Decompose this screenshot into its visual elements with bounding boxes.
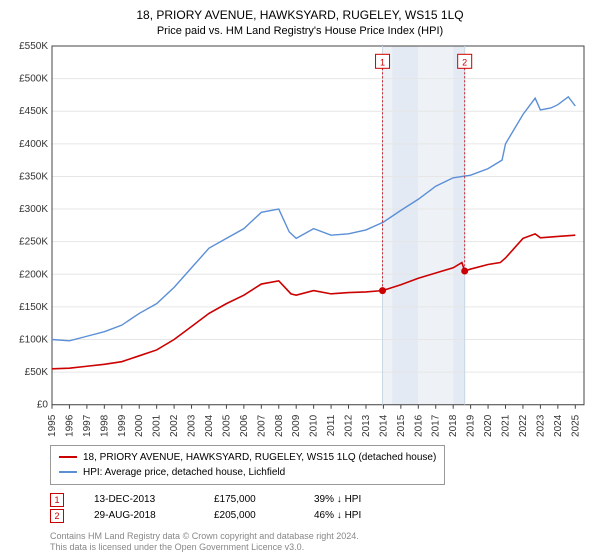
txn-price: £205,000 [214,510,284,521]
svg-text:£250K: £250K [19,237,48,248]
legend-swatch-property [59,456,77,458]
txn-delta: 46% ↓ HPI [314,510,361,521]
chart-title-block: 18, PRIORY AVENUE, HAWKSYARD, RUGELEY, W… [10,8,590,42]
svg-text:2023: 2023 [535,414,546,437]
svg-text:2000: 2000 [134,414,145,437]
svg-text:1996: 1996 [64,414,75,437]
svg-text:2018: 2018 [448,414,459,437]
price-chart: £0 £50K £100K £150K £200K £250K £300K £350K £400… [10,42,590,439]
svg-text:2007: 2007 [256,414,267,437]
legend-label-hpi: HPI: Average price, detached house, Lich… [83,465,285,480]
svg-text:2021: 2021 [501,414,512,437]
txn-delta: 39% ↓ HPI [314,494,361,505]
txn-date: 29-AUG-2018 [94,510,184,521]
chart-area: £0 £50K £100K £150K £200K £250K £300K £350K £400… [10,42,590,439]
svg-text:2017: 2017 [431,414,442,437]
svg-text:2005: 2005 [221,414,232,437]
txn-price: £175,000 [214,494,284,505]
svg-text:2019: 2019 [466,414,477,437]
svg-text:£550K: £550K [19,42,48,52]
svg-text:2025: 2025 [570,414,581,437]
svg-text:2011: 2011 [326,414,337,436]
svg-text:1998: 1998 [99,414,110,437]
legend-row: HPI: Average price, detached house, Lich… [59,465,436,480]
svg-text:1995: 1995 [47,414,58,437]
footer-line-2: This data is licensed under the Open Gov… [50,542,590,554]
svg-text:£300K: £300K [19,204,48,215]
footer-line-1: Contains HM Land Registry data © Crown c… [50,531,590,543]
svg-text:2014: 2014 [378,414,389,437]
svg-text:2010: 2010 [309,414,320,437]
svg-text:1997: 1997 [82,414,93,437]
txn-marker-1: 1 [50,493,64,507]
svg-text:£200K: £200K [19,269,48,280]
svg-text:£150K: £150K [19,302,48,313]
legend-label-property: 18, PRIORY AVENUE, HAWKSYARD, RUGELEY, W… [83,450,436,465]
title-subtitle: Price paid vs. HM Land Registry's House … [10,24,590,38]
title-address: 18, PRIORY AVENUE, HAWKSYARD, RUGELEY, W… [10,8,590,24]
svg-text:2004: 2004 [204,414,215,437]
svg-text:2012: 2012 [344,414,355,437]
legend-swatch-hpi [59,471,77,473]
page-container: 18, PRIORY AVENUE, HAWKSYARD, RUGELEY, W… [0,0,600,560]
svg-text:2015: 2015 [396,414,407,437]
svg-text:£50K: £50K [25,367,49,378]
footer-attribution: Contains HM Land Registry data © Crown c… [50,531,590,554]
table-row: 2 29-AUG-2018 £205,000 46% ↓ HPI [50,509,590,523]
svg-text:1: 1 [380,57,385,67]
svg-text:2002: 2002 [169,414,180,437]
svg-text:£100K: £100K [19,334,48,345]
svg-text:2013: 2013 [361,414,372,437]
svg-text:2024: 2024 [553,414,564,437]
svg-text:2022: 2022 [518,414,529,437]
svg-text:2003: 2003 [187,414,198,437]
svg-text:2009: 2009 [291,414,302,437]
svg-text:2: 2 [462,57,467,67]
svg-text:£400K: £400K [19,139,48,150]
svg-text:2016: 2016 [413,414,424,437]
svg-text:2001: 2001 [152,414,163,437]
txn-marker-2: 2 [50,509,64,523]
legend-box: 18, PRIORY AVENUE, HAWKSYARD, RUGELEY, W… [50,445,445,485]
svg-text:2020: 2020 [483,414,494,437]
svg-text:2006: 2006 [239,414,250,437]
svg-text:£450K: £450K [19,106,48,117]
svg-text:2008: 2008 [274,414,285,437]
txn-date: 13-DEC-2013 [94,494,184,505]
transactions-table: 1 13-DEC-2013 £175,000 39% ↓ HPI 2 29-AU… [50,491,590,525]
svg-text:£500K: £500K [19,74,48,85]
svg-text:£0: £0 [37,400,49,411]
svg-text:£350K: £350K [19,171,48,182]
legend-row: 18, PRIORY AVENUE, HAWKSYARD, RUGELEY, W… [59,450,436,465]
svg-text:1999: 1999 [117,414,128,437]
table-row: 1 13-DEC-2013 £175,000 39% ↓ HPI [50,493,590,507]
